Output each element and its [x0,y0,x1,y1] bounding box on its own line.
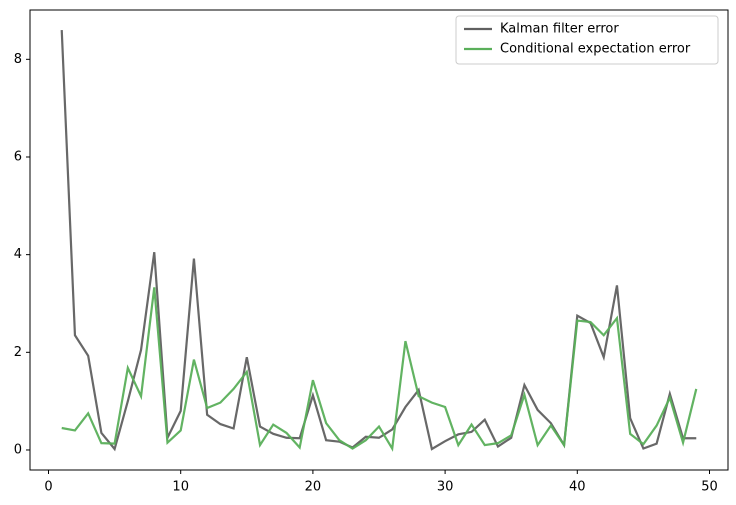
plot-area [29,9,729,471]
legend-label: Kalman filter error [500,22,619,37]
y-tick-label: 4 [14,247,22,262]
y-tick-label: 6 [14,149,22,164]
x-tick-label: 40 [569,480,586,495]
x-tick-label: 20 [305,480,322,495]
legend-label: Conditional expectation error [500,42,691,57]
y-tick-label: 0 [14,442,22,457]
y-tick-label: 8 [14,52,22,67]
x-tick-label: 10 [172,480,189,495]
x-tick-label: 50 [701,480,718,495]
legend-box [455,15,719,65]
line-series [61,287,698,452]
x-tick-label: 0 [44,480,52,495]
y-tick-label: 2 [14,345,22,360]
x-tick-label: 30 [437,480,454,495]
legend: Kalman filter error Conditional expectati… [455,15,719,65]
